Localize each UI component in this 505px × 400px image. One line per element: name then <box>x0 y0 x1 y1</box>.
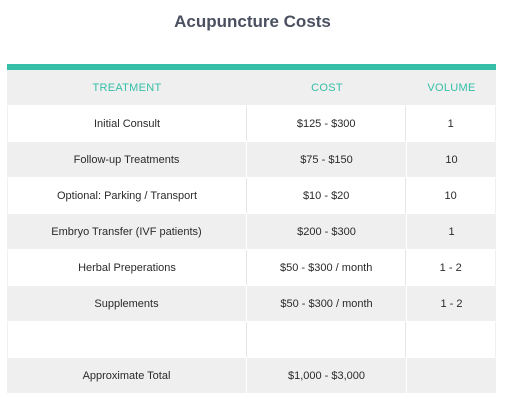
total-volume-cell <box>407 358 496 393</box>
treatment-cell: Embryo Transfer (IVF patients) <box>7 214 247 249</box>
volume-cell: 1 - 2 <box>439 261 462 274</box>
table-row: Supplements $50 - $300 / month 1 - 2 <box>7 286 496 322</box>
table-total-row: Approximate Total $1,000 - $3,000 <box>7 358 496 394</box>
volume-cell: 1 - 2 <box>440 297 463 310</box>
cost-cell: $10 - $20 <box>247 178 407 213</box>
total-cost-cell: $1,000 - $3,000 <box>247 358 407 393</box>
treatment-cell: Supplements <box>7 286 247 321</box>
treatment-cell: Optional: Parking / Transport <box>8 178 248 213</box>
volume-cell <box>406 322 495 357</box>
volume-cell: 1 <box>447 117 454 130</box>
table-header-row: TREATMENT COST VOLUME <box>7 70 496 106</box>
volume-cell: 1 <box>448 225 455 238</box>
table-accent-bar <box>7 64 496 70</box>
cost-cell: $50 - $300 / month <box>247 286 407 321</box>
cost-cell: $50 - $300 / month <box>247 250 407 285</box>
cost-cell: $200 - $300 <box>247 214 407 249</box>
volume-cell: 10 <box>445 153 458 166</box>
header-cost: COST <box>311 81 343 94</box>
table-row-empty <box>7 322 496 358</box>
volume-cell: 10 <box>444 189 457 202</box>
cost-cell <box>247 322 407 357</box>
table-row: Initial Consult $125 - $300 1 <box>7 106 496 142</box>
treatment-cell: Herbal Preperations <box>8 250 248 285</box>
table-row: Herbal Preperations $50 - $300 / month 1… <box>7 250 496 286</box>
cost-cell: $75 - $150 <box>247 142 407 177</box>
page-title: Acupuncture Costs <box>174 12 331 31</box>
table-row: Follow-up Treatments $75 - $150 10 <box>7 142 496 178</box>
total-label-cell: Approximate Total <box>7 358 247 393</box>
cost-table: TREATMENT COST VOLUME Initial Consult $1… <box>7 64 496 394</box>
table-row: Embryo Transfer (IVF patients) $200 - $3… <box>7 214 496 250</box>
treatment-cell: Initial Consult <box>8 106 248 141</box>
header-treatment: TREATMENT <box>92 81 162 94</box>
cost-cell: $125 - $300 <box>247 106 407 141</box>
header-volume: VOLUME <box>427 81 476 94</box>
table-row: Optional: Parking / Transport $10 - $20 … <box>7 178 496 214</box>
treatment-cell: Follow-up Treatments <box>7 142 247 177</box>
treatment-cell <box>8 322 248 357</box>
